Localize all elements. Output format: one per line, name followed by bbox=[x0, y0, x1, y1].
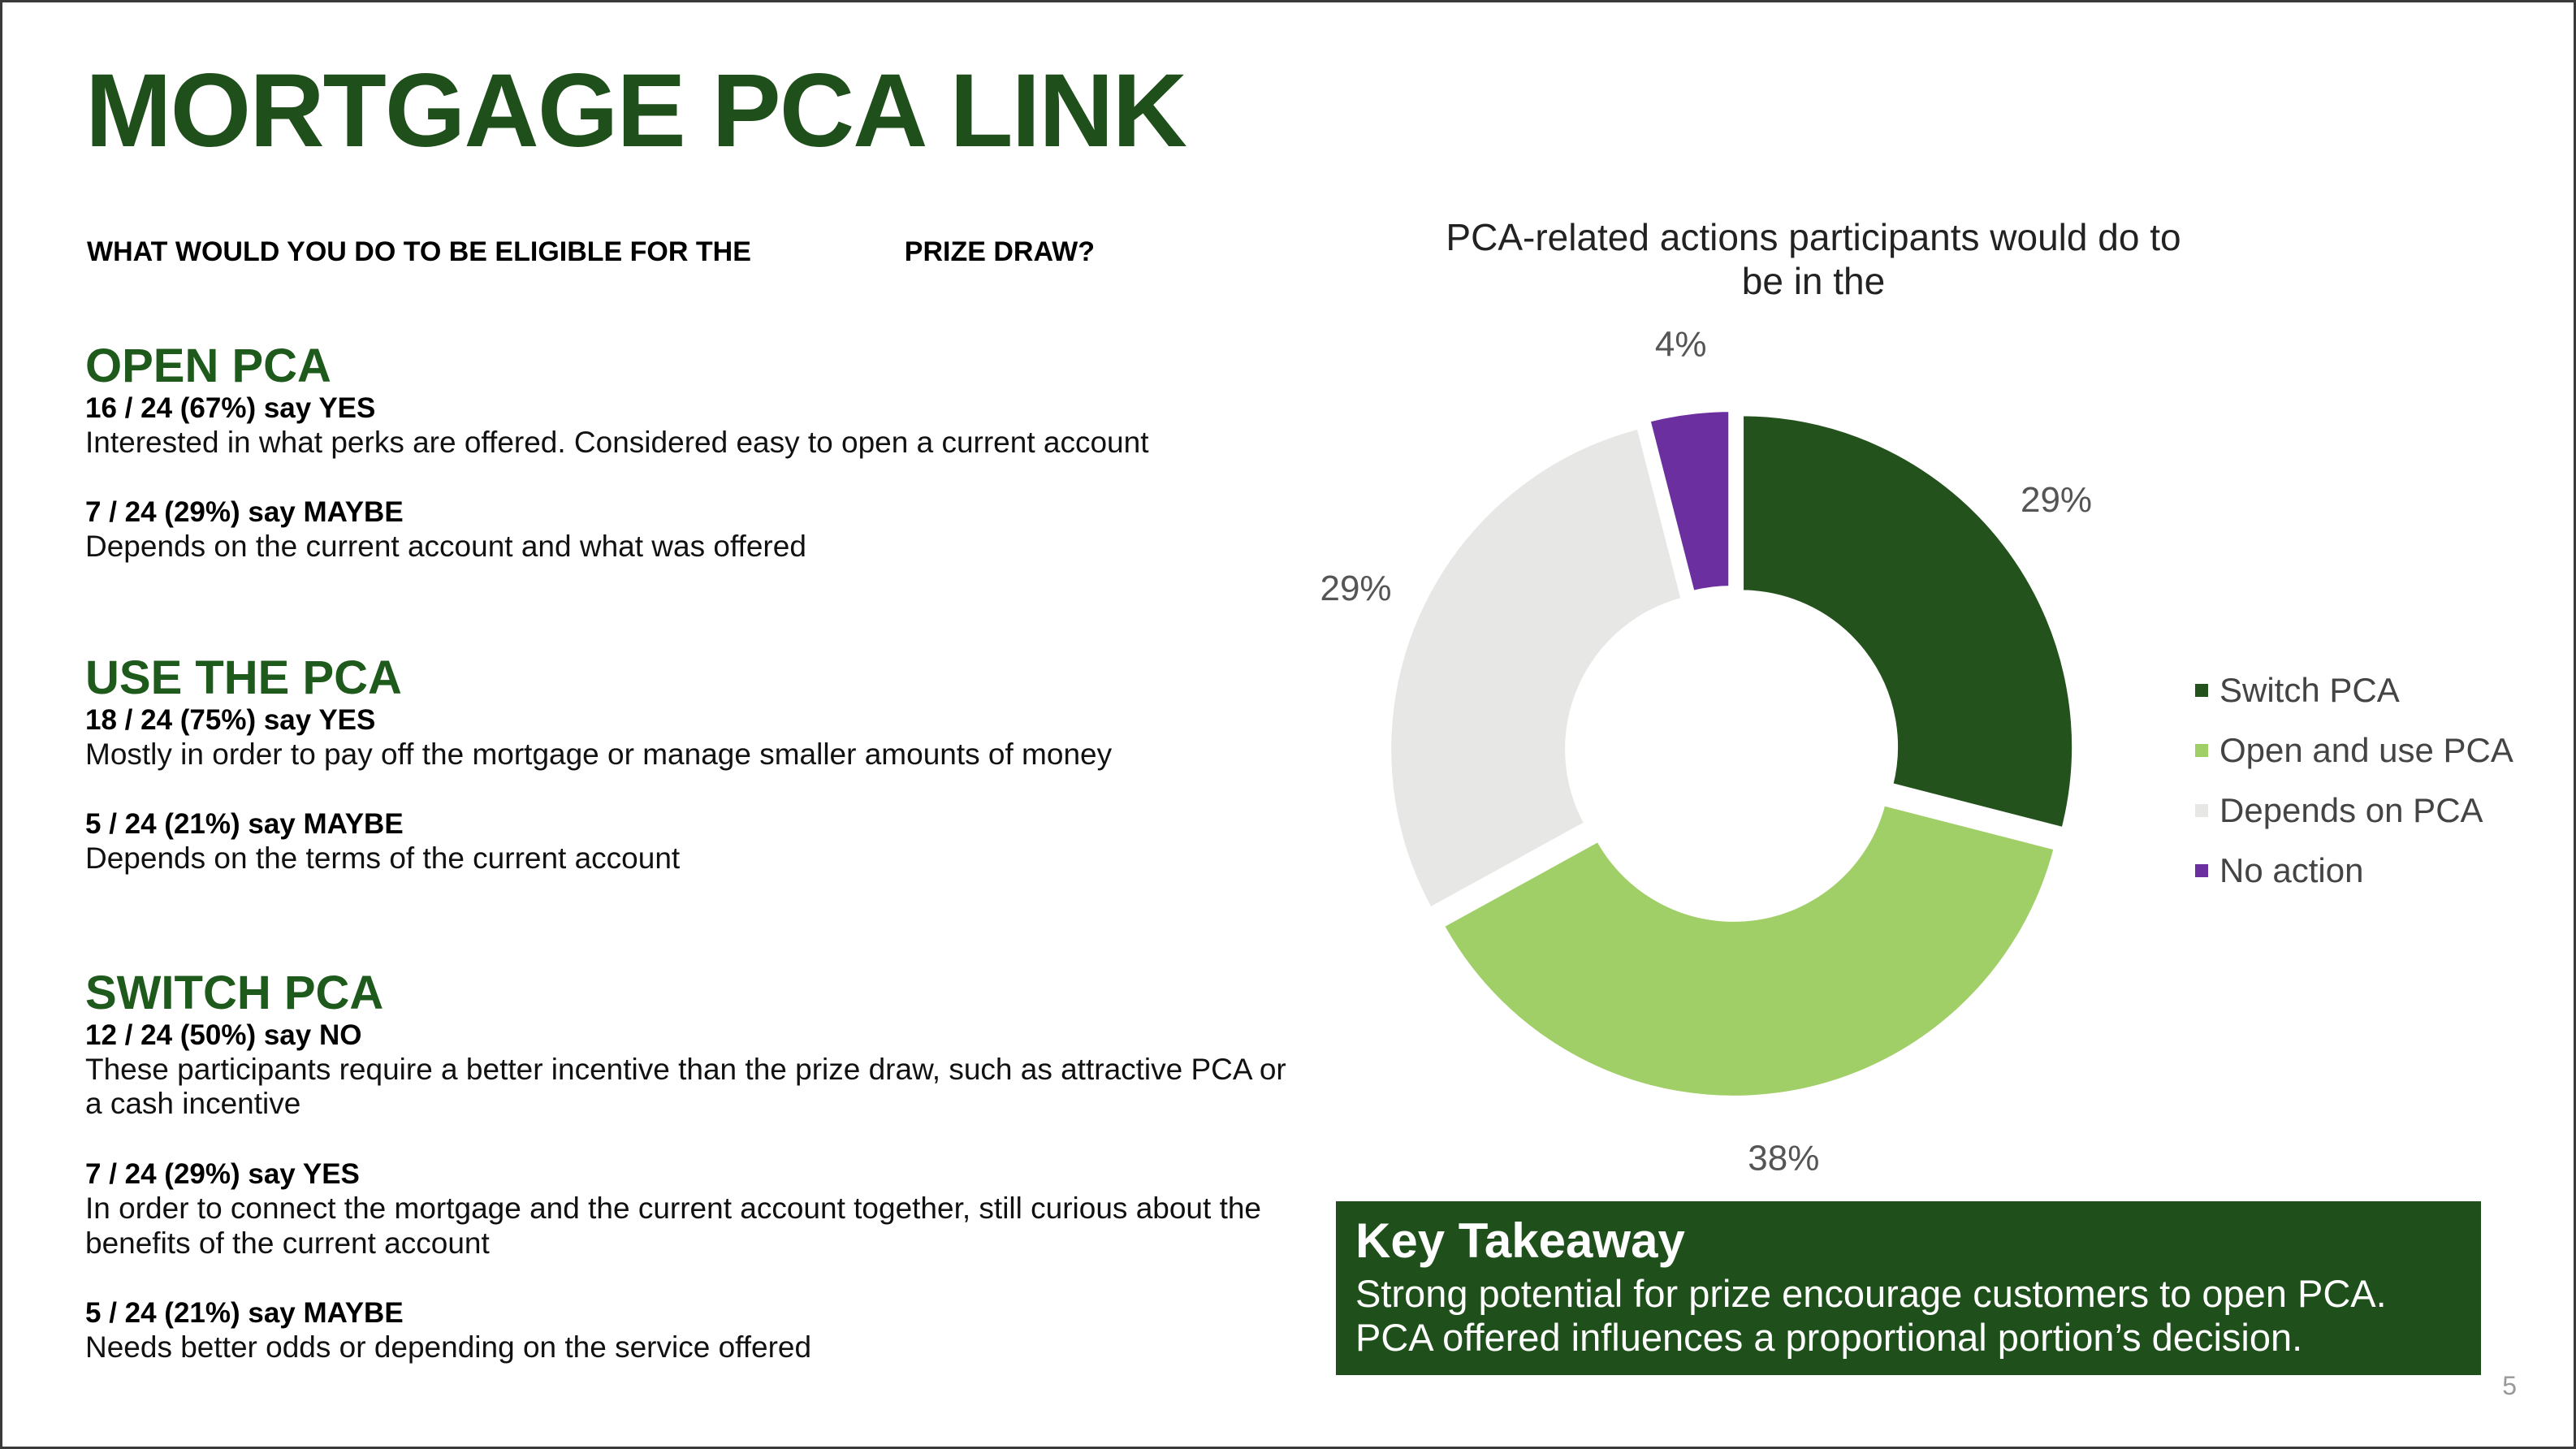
chart-legend: Switch PCA Open and use PCA Depends on P… bbox=[2195, 660, 2513, 901]
legend-swatch bbox=[2195, 864, 2208, 877]
donut-slice-open-and-use-pca bbox=[1438, 800, 2060, 1101]
section-heading: USE THE PCA bbox=[85, 651, 402, 704]
legend-swatch bbox=[2195, 744, 2208, 757]
survey-question: WHAT WOULD YOU DO TO BE ELIGIBLE FOR THE… bbox=[87, 236, 1096, 267]
response-description: In order to connect the mortgage and the… bbox=[85, 1191, 1262, 1260]
legend-label: Switch PCA bbox=[2219, 671, 2400, 709]
takeaway-text: Strong potential for prize encourage cus… bbox=[1355, 1272, 2461, 1360]
legend-item: Depends on PCA bbox=[2195, 781, 2513, 841]
donut-data-label: 29% bbox=[1320, 569, 1391, 608]
chart-title: PCA-related actions participants would d… bbox=[1446, 216, 2181, 303]
response-description: Needs better odds or depending on the se… bbox=[85, 1330, 812, 1365]
takeaway-line: PCA offered influences a proportional po… bbox=[1355, 1316, 2303, 1360]
response-entry: 7 / 24 (29%) say YES In order to connect… bbox=[85, 1157, 1287, 1261]
key-takeaway-box: Key Takeaway Strong potential for prize … bbox=[1336, 1201, 2481, 1375]
response-stat: 7 / 24 (29%) say YES bbox=[85, 1157, 360, 1190]
takeaway-heading: Key Takeaway bbox=[1355, 1213, 1685, 1268]
takeaway-line: Strong potential for prize encourage cus… bbox=[1355, 1272, 2387, 1315]
donut-slice-switch-pca bbox=[1739, 411, 2077, 833]
response-description: Depends on the current account and what … bbox=[85, 530, 806, 564]
donut-data-label: 4% bbox=[1655, 325, 1707, 365]
section-heading: SWITCH PCA bbox=[85, 967, 384, 1019]
response-stat: 7 / 24 (29%) say MAYBE bbox=[85, 496, 404, 529]
page-title: MORTGAGE PCA LINK bbox=[85, 53, 1187, 169]
section-switch-pca: SWITCH PCA 12 / 24 (50%) say NO These pa… bbox=[85, 967, 1287, 1365]
legend-item: No action bbox=[2195, 841, 2513, 901]
response-entry: 5 / 24 (21%) say MAYBE Depends on the te… bbox=[85, 807, 1287, 876]
response-entry: 16 / 24 (67%) say YES Interested in what… bbox=[85, 391, 1287, 461]
response-stat: 5 / 24 (21%) say MAYBE bbox=[85, 1297, 404, 1330]
response-description: These participants require a better ince… bbox=[85, 1052, 1286, 1121]
legend-swatch bbox=[2195, 684, 2208, 697]
response-entry: 5 / 24 (21%) say MAYBE Needs better odds… bbox=[85, 1296, 1287, 1365]
response-stat: 16 / 24 (67%) say YES bbox=[85, 391, 376, 424]
response-stat: 5 / 24 (21%) say MAYBE bbox=[85, 808, 404, 841]
legend-item: Switch PCA bbox=[2195, 660, 2513, 720]
response-stat: 12 / 24 (50%) say NO bbox=[85, 1019, 362, 1051]
donut-data-label: 38% bbox=[1748, 1139, 1819, 1179]
donut-data-label: 29% bbox=[2021, 480, 2092, 520]
response-description: Interested in what perks are offered. Co… bbox=[85, 425, 1149, 459]
page-number: 5 bbox=[2502, 1371, 2517, 1400]
legend-label: Depends on PCA bbox=[2219, 791, 2483, 829]
section-heading: OPEN PCA bbox=[85, 340, 331, 392]
donut-chart: 29% 38% 29% 4% bbox=[1320, 325, 2092, 1179]
donut-slice-no-action bbox=[1645, 407, 1734, 596]
legend-swatch bbox=[2195, 804, 2208, 817]
legend-label: No action bbox=[2219, 851, 2364, 889]
section-open-pca: OPEN PCA 16 / 24 (67%) say YES Intereste… bbox=[85, 340, 1287, 564]
response-entry: 18 / 24 (75%) say YES Mostly in order to… bbox=[85, 703, 1287, 772]
section-use-the-pca: USE THE PCA 18 / 24 (75%) say YES Mostly… bbox=[85, 651, 1287, 876]
response-stat: 18 / 24 (75%) say YES bbox=[85, 703, 376, 736]
response-description: Mostly in order to pay off the mortgage … bbox=[85, 737, 1113, 771]
response-entry: 7 / 24 (29%) say MAYBE Depends on the cu… bbox=[85, 495, 1287, 564]
legend-item: Open and use PCA bbox=[2195, 720, 2513, 781]
response-description: Depends on the terms of the current acco… bbox=[85, 841, 681, 876]
donut-slice-depends-on-pca bbox=[1386, 423, 1687, 914]
response-entry: 12 / 24 (50%) say NO These participants … bbox=[85, 1019, 1287, 1122]
legend-label: Open and use PCA bbox=[2219, 731, 2513, 769]
